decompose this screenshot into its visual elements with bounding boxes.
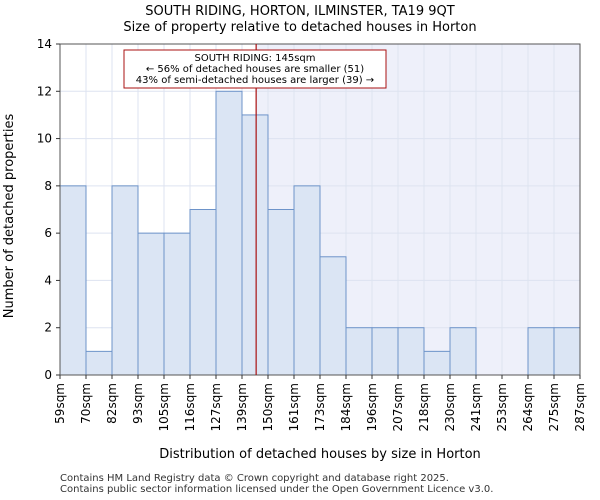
x-tick-label: 82sqm	[105, 383, 119, 424]
x-tick-label: 70sqm	[79, 383, 93, 424]
x-tick-label: 230sqm	[443, 383, 457, 431]
x-tick-label: 150sqm	[261, 383, 275, 431]
annotation-line2: ← 56% of detached houses are smaller (51…	[146, 64, 364, 75]
x-tick-label: 218sqm	[417, 383, 431, 431]
x-tick-label: 287sqm	[573, 383, 587, 431]
x-tick-label: 161sqm	[287, 383, 301, 431]
histogram-bar	[449, 327, 477, 376]
histogram-bar	[397, 327, 425, 376]
footer-copyright: Contains HM Land Registry data © Crown c…	[60, 473, 449, 484]
annotation-line1: SOUTH RIDING: 145sqm	[194, 53, 315, 64]
x-tick-label: 105sqm	[157, 383, 171, 431]
y-tick-label: 6	[44, 226, 52, 240]
y-tick-label: 14	[37, 37, 52, 51]
x-tick-label: 139sqm	[235, 383, 249, 431]
annotation-box	[123, 49, 387, 89]
footer-licence: Contains public sector information licen…	[60, 484, 494, 495]
x-tick-label: 59sqm	[53, 383, 67, 424]
histogram-bar	[553, 327, 581, 376]
x-tick-label: 275sqm	[547, 383, 561, 431]
x-tick-label: 264sqm	[521, 383, 535, 431]
histogram-bar	[215, 90, 243, 376]
x-axis-label: Distribution of detached houses by size …	[159, 447, 481, 462]
x-tick-label: 196sqm	[365, 383, 379, 431]
y-tick-label: 4	[44, 273, 52, 287]
y-tick-label: 2	[44, 321, 52, 335]
chart-subtitle: Size of property relative to detached ho…	[123, 20, 477, 35]
y-tick-label: 0	[44, 368, 52, 382]
x-tick-label: 173sqm	[313, 383, 327, 431]
y-tick-label: 10	[37, 132, 52, 146]
x-tick-label: 253sqm	[495, 383, 509, 431]
histogram-bar	[345, 327, 373, 376]
x-tick-label: 127sqm	[209, 383, 223, 431]
histogram-bar	[163, 232, 191, 376]
histogram-bar	[59, 185, 87, 376]
histogram-bar	[293, 185, 321, 376]
histogram-bar	[189, 209, 217, 376]
x-tick-label: 241sqm	[469, 383, 483, 431]
chart-title: SOUTH RIDING, HORTON, ILMINSTER, TA19 9Q…	[145, 4, 455, 19]
x-tick-label: 116sqm	[183, 383, 197, 431]
histogram-bar	[371, 327, 399, 376]
annotation-line3: 43% of semi-detached houses are larger (…	[136, 75, 374, 86]
y-axis-label: Number of detached properties	[2, 114, 17, 319]
histogram-bar	[267, 209, 295, 376]
y-tick-label: 8	[44, 179, 52, 193]
histogram-bar	[423, 350, 451, 376]
histogram-bar	[111, 185, 139, 376]
x-tick-label: 184sqm	[339, 383, 353, 431]
y-tick-label: 12	[37, 84, 52, 98]
histogram-bar	[85, 350, 113, 376]
histogram-bar	[241, 114, 269, 376]
x-tick-label: 93sqm	[131, 383, 145, 424]
histogram-bar	[527, 327, 555, 376]
x-tick-label: 207sqm	[391, 383, 405, 431]
histogram-bar	[319, 256, 347, 376]
histogram-bar	[137, 232, 165, 376]
